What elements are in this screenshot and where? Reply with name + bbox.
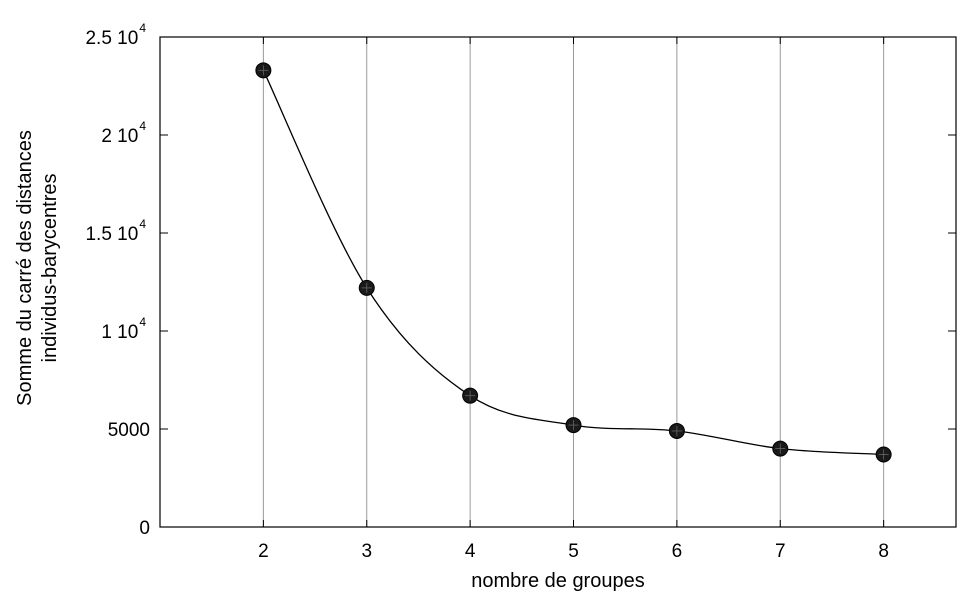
- x-tick-label: 7: [775, 541, 786, 562]
- y-tick-exponent: 4: [139, 119, 146, 133]
- y-tick-label: 5000: [108, 420, 150, 441]
- plot-frame: [159, 36, 957, 528]
- y-tick-exponent: 4: [139, 315, 146, 329]
- grid-layer: [262, 37, 885, 527]
- x-tick-label: 3: [361, 541, 372, 562]
- y-tick-label: 1.5 104: [85, 217, 146, 245]
- y-axis-title-line-1: Somme du carré des distances: [14, 130, 36, 406]
- y-axis-title-line-2: individus-barycentres: [39, 174, 61, 363]
- x-axis-title: nombre de groupes: [471, 570, 644, 592]
- y-tick-label: 1 104: [101, 315, 146, 343]
- y-tick-mantissa: 2.5 10: [85, 28, 138, 49]
- y-tick-exponent: 4: [139, 21, 146, 35]
- x-tick-label: 6: [672, 541, 683, 562]
- x-tick-label: 4: [465, 541, 476, 562]
- series-layer: [255, 62, 892, 463]
- x-tick-label: 5: [568, 541, 579, 562]
- y-tick-label: 2 104: [101, 119, 146, 147]
- y-tick-exponent: 4: [139, 217, 146, 231]
- y-tick-label: 0: [139, 518, 150, 539]
- ticks-layer: [160, 36, 956, 528]
- x-tick-label: 8: [878, 541, 889, 562]
- y-tick-mantissa: 1.5 10: [85, 224, 138, 245]
- y-tick-mantissa: 1 10: [101, 322, 138, 343]
- x-tick-label: 2: [258, 541, 269, 562]
- y-tick-label: 2.5 104: [85, 21, 146, 49]
- y-tick-mantissa: 5000: [108, 420, 150, 441]
- y-tick-mantissa: 2 10: [101, 126, 138, 147]
- y-tick-mantissa: 0: [139, 518, 150, 539]
